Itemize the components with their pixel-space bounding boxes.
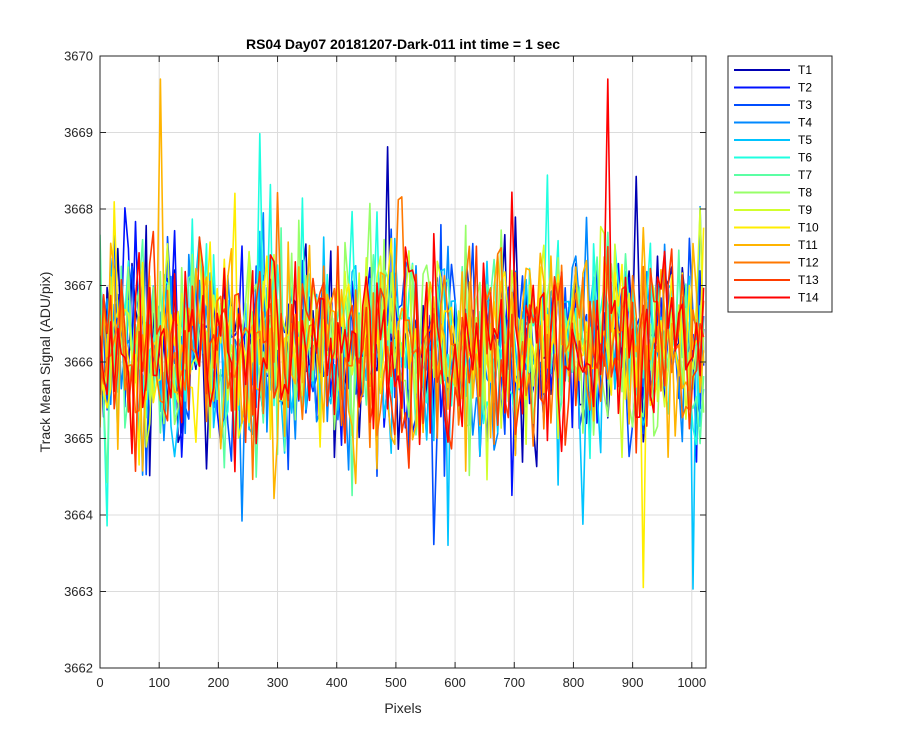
series-line-t9 xyxy=(100,207,705,481)
y-tick-label: 3666 xyxy=(64,355,93,370)
legend: T1 T2 T3 T4 T5 T6 T7 T8 T9 T10 T11 T12 T13 T14 xyxy=(727,55,833,313)
y-axis-label: Track Mean Signal (ADU/pix) xyxy=(37,272,53,453)
legend-label-t1: T1 xyxy=(798,63,812,77)
y-tick-label: 3665 xyxy=(64,431,93,446)
legend-label-t11: T11 xyxy=(798,238,818,252)
x-tick-label: 200 xyxy=(208,675,230,690)
legend-label-t9: T9 xyxy=(798,203,812,217)
series-line-t13 xyxy=(100,230,705,473)
x-tick-label: 900 xyxy=(622,675,644,690)
legend-label-t10: T10 xyxy=(798,221,819,235)
legend-label-t5: T5 xyxy=(798,133,812,147)
series-layer xyxy=(100,78,705,590)
x-tick-label: 600 xyxy=(444,675,466,690)
y-tick-label: 3667 xyxy=(64,278,93,293)
y-tick-label: 3664 xyxy=(64,508,93,523)
legend-label-t13: T13 xyxy=(798,273,819,287)
legend-label-t7: T7 xyxy=(798,168,812,182)
x-tick-label: 700 xyxy=(503,675,525,690)
x-tick-label: 400 xyxy=(326,675,348,690)
chart-title: RS04 Day07 20181207-Dark-011 int time = … xyxy=(246,36,560,52)
x-tick-label: 800 xyxy=(563,675,585,690)
y-tick-label: 3669 xyxy=(64,125,93,140)
x-tick-label: 0 xyxy=(96,675,103,690)
x-tick-label: 300 xyxy=(267,675,289,690)
legend-box xyxy=(727,55,833,313)
y-tick-label: 3662 xyxy=(64,661,93,676)
ticks: 0 100 200 300 400 500 600 700 800 900 1000 3662 3663… xyxy=(64,49,706,691)
x-tick-label: 100 xyxy=(148,675,170,690)
legend-label-t3: T3 xyxy=(798,98,812,112)
legend-label-t2: T2 xyxy=(798,81,812,95)
x-tick-label: 1000 xyxy=(677,675,706,690)
y-tick-label: 3668 xyxy=(64,202,93,217)
y-tick-label: 3670 xyxy=(64,49,93,64)
series-line-t11 xyxy=(100,78,705,500)
legend-label-t4: T4 xyxy=(798,116,812,130)
series-line-t14 xyxy=(100,78,705,473)
x-tick-label: 500 xyxy=(385,675,407,690)
x-axis-label: Pixels xyxy=(384,700,421,716)
legend-label-t12: T12 xyxy=(798,256,819,270)
y-tick-label: 3663 xyxy=(64,584,93,599)
legend-label-t6: T6 xyxy=(798,151,812,165)
legend-label-t8: T8 xyxy=(798,186,812,200)
legend-label-t14: T14 xyxy=(798,291,819,305)
